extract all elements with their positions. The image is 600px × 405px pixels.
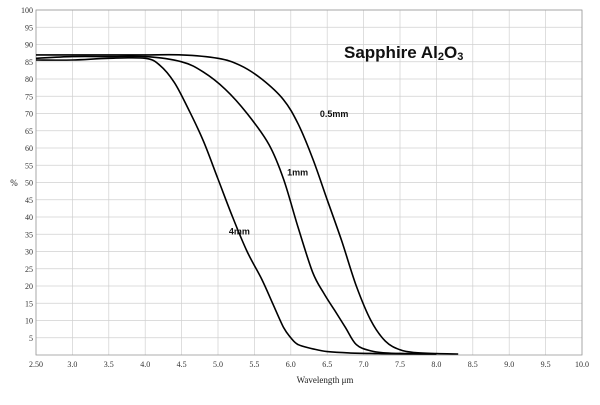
x-tick-label: 4.5 [177, 360, 187, 369]
y-tick-label: 5 [29, 334, 33, 343]
y-tick-label: 45 [25, 196, 33, 205]
grid [35, 9, 583, 355]
y-tick-label: 70 [25, 110, 33, 119]
series-label-1mm: 1mm [287, 168, 308, 178]
y-axis-title: % [10, 178, 18, 188]
series-line-0.5mm [36, 53, 459, 355]
x-tick-label: 3.5 [104, 360, 114, 369]
x-tick-label: 6.5 [322, 360, 332, 369]
x-tick-label: 7.0 [359, 360, 369, 369]
y-tick-label: 60 [25, 144, 33, 153]
tick-labels: 2.50 3.0 3.5 4.0 4.5 5.0 5.5 6.0 6.5 7.0 7.5 8.0 8.5… [21, 6, 589, 369]
y-tick-label: 30 [25, 248, 33, 257]
series-lines [35, 53, 459, 355]
x-tick-label: 7.5 [395, 360, 405, 369]
y-tick-label: 40 [25, 213, 33, 222]
y-tick-label: 35 [25, 230, 33, 239]
x-tick-label: 5.0 [213, 360, 223, 369]
series-label-4mm: 4mm [229, 226, 250, 236]
y-tick-label: 65 [25, 127, 33, 136]
y-tick-label: 90 [25, 41, 33, 50]
y-tick-label: 55 [25, 161, 33, 170]
x-tick-label: 4.0 [140, 360, 150, 369]
x-tick-label: 2.50 [29, 360, 43, 369]
x-tick-label: 9.5 [541, 360, 551, 369]
x-tick-label: 6.0 [286, 360, 296, 369]
x-tick-label: 3.0 [67, 360, 77, 369]
y-tick-label: 20 [25, 282, 33, 291]
y-tick-label: 50 [25, 179, 33, 188]
plot-frame [35, 9, 583, 356]
y-tick-label: 15 [25, 299, 33, 308]
y-tick-label: 100 [21, 6, 33, 15]
series-line-4mm [35, 56, 437, 355]
x-tick-label: 8.0 [431, 360, 441, 369]
series-line-1mm [35, 55, 437, 355]
x-tick-label: 5.5 [249, 360, 259, 369]
y-tick-label: 10 [25, 317, 33, 326]
y-tick-label: 85 [25, 58, 33, 67]
x-axis-title: Wavelength μm [297, 375, 354, 385]
series-label-0.5mm: 0.5mm [320, 109, 349, 119]
y-tick-label: 80 [25, 75, 33, 84]
y-tick-label: 95 [25, 23, 33, 32]
y-tick-label: 25 [25, 265, 33, 274]
chart-title: Sapphire Al2O3 [344, 43, 463, 63]
x-tick-label: 10.0 [575, 360, 589, 369]
y-tick-label: 75 [25, 92, 33, 101]
series-labels: 0.5mm 1mm 4mm [229, 109, 349, 236]
x-tick-label: 9.0 [504, 360, 514, 369]
x-tick-label: 8.5 [468, 360, 478, 369]
